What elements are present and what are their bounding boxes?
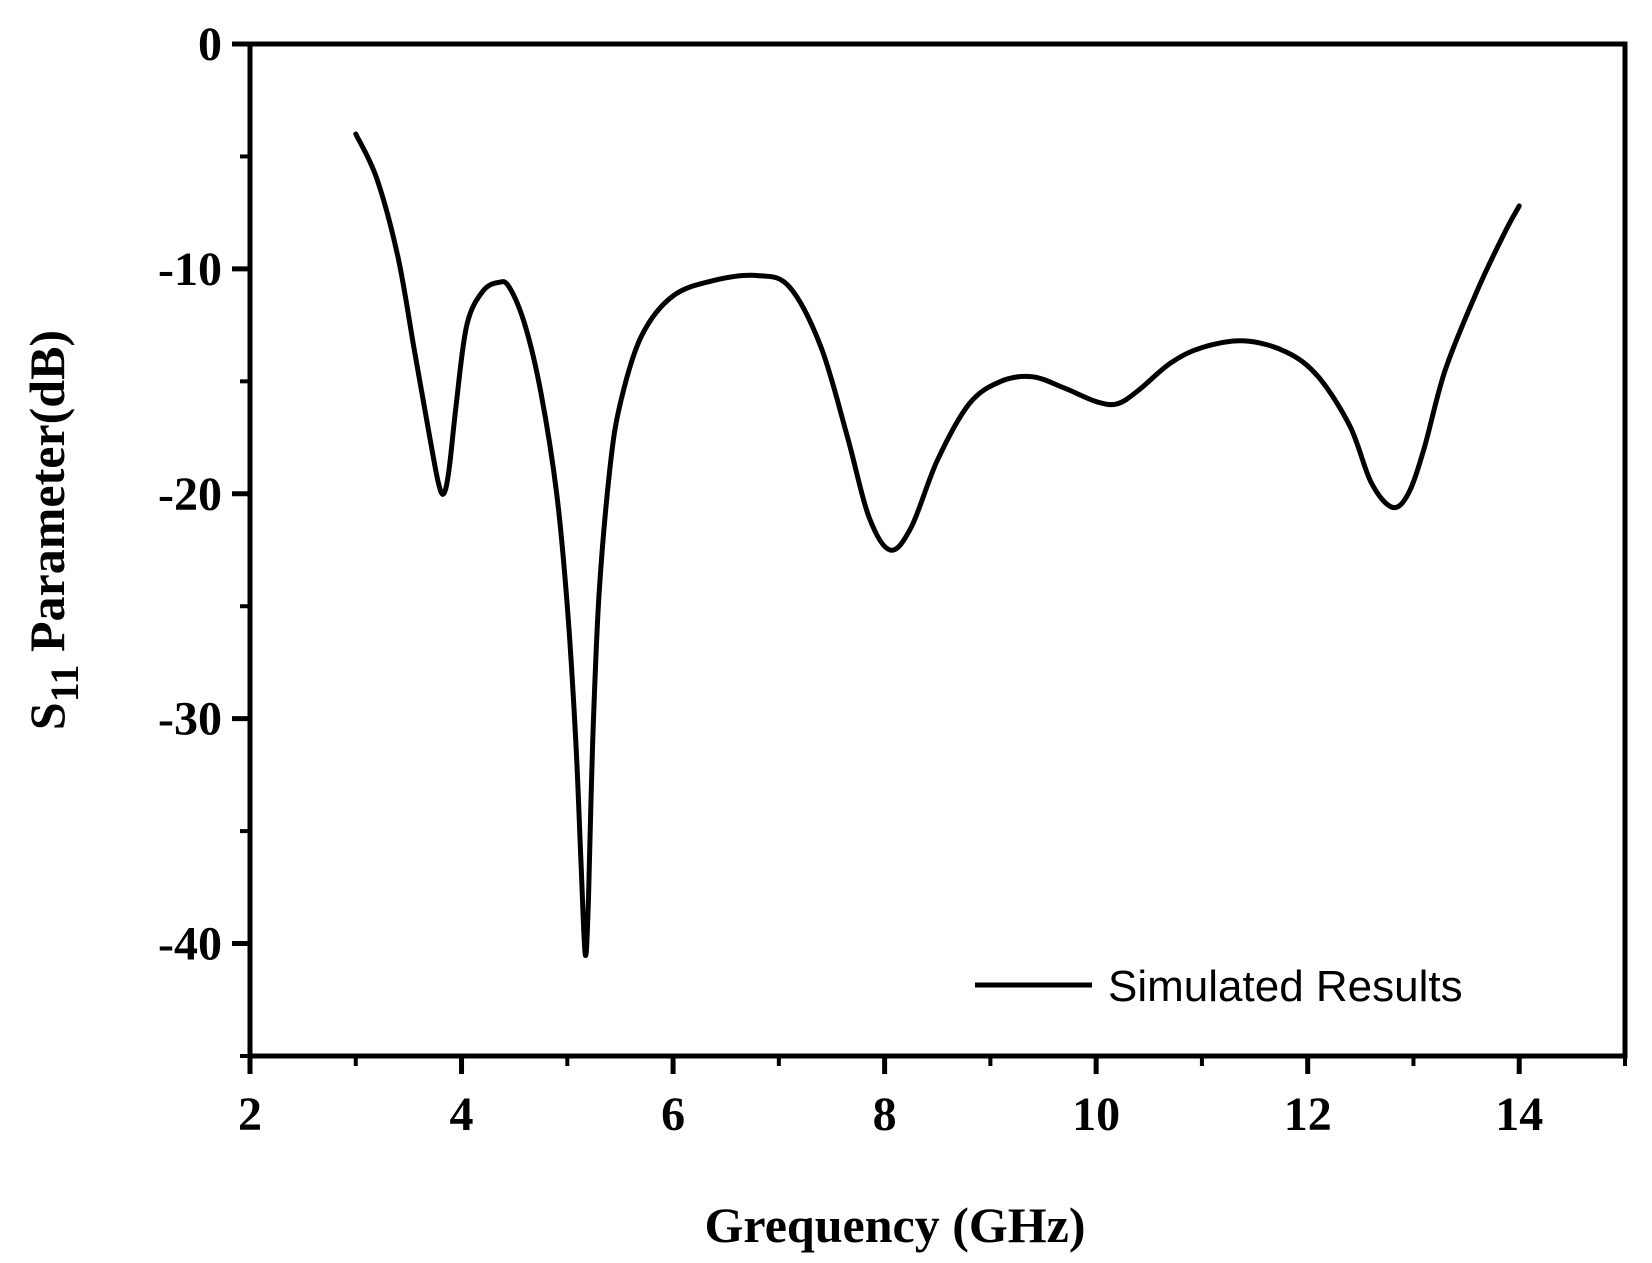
legend: Simulated Results bbox=[975, 962, 1463, 1011]
y-tick-labels: 0 -10 -20 -30 -40 bbox=[158, 18, 222, 971]
x-axis-title: Grequency (GHz) bbox=[705, 1197, 1086, 1253]
series-line-simulated-results bbox=[353, 131, 1522, 959]
y-tick-label: -20 bbox=[158, 468, 222, 521]
x-tick-label: 10 bbox=[1072, 1088, 1120, 1141]
x-tick-label: 2 bbox=[238, 1088, 262, 1141]
y-tick-label: -10 bbox=[158, 243, 222, 296]
x-major-ticks bbox=[247, 1056, 1522, 1074]
y-tick-label: -40 bbox=[158, 918, 222, 971]
y-axis-title-rest: Parameter(dB) bbox=[19, 330, 75, 665]
y-major-ticks bbox=[232, 41, 250, 947]
y-tick-label: 0 bbox=[198, 18, 222, 71]
x-tick-label: 6 bbox=[661, 1088, 685, 1141]
y-tick-label: -30 bbox=[158, 693, 222, 746]
x-tick-label: 12 bbox=[1284, 1088, 1332, 1141]
x-tick-labels: 2 4 6 8 10 12 14 bbox=[238, 1088, 1543, 1141]
x-tick-label: 14 bbox=[1495, 1088, 1543, 1141]
legend-label: Simulated Results bbox=[1108, 962, 1463, 1011]
x-tick-label: 8 bbox=[873, 1088, 897, 1141]
plot-frame bbox=[247, 41, 1628, 1059]
y-axis-title: S11 Parameter(dB) bbox=[19, 330, 87, 730]
y-axis-title-main: S bbox=[19, 702, 75, 730]
y-axis-title-subscript: 11 bbox=[42, 664, 87, 702]
x-tick-label: 4 bbox=[450, 1088, 474, 1141]
